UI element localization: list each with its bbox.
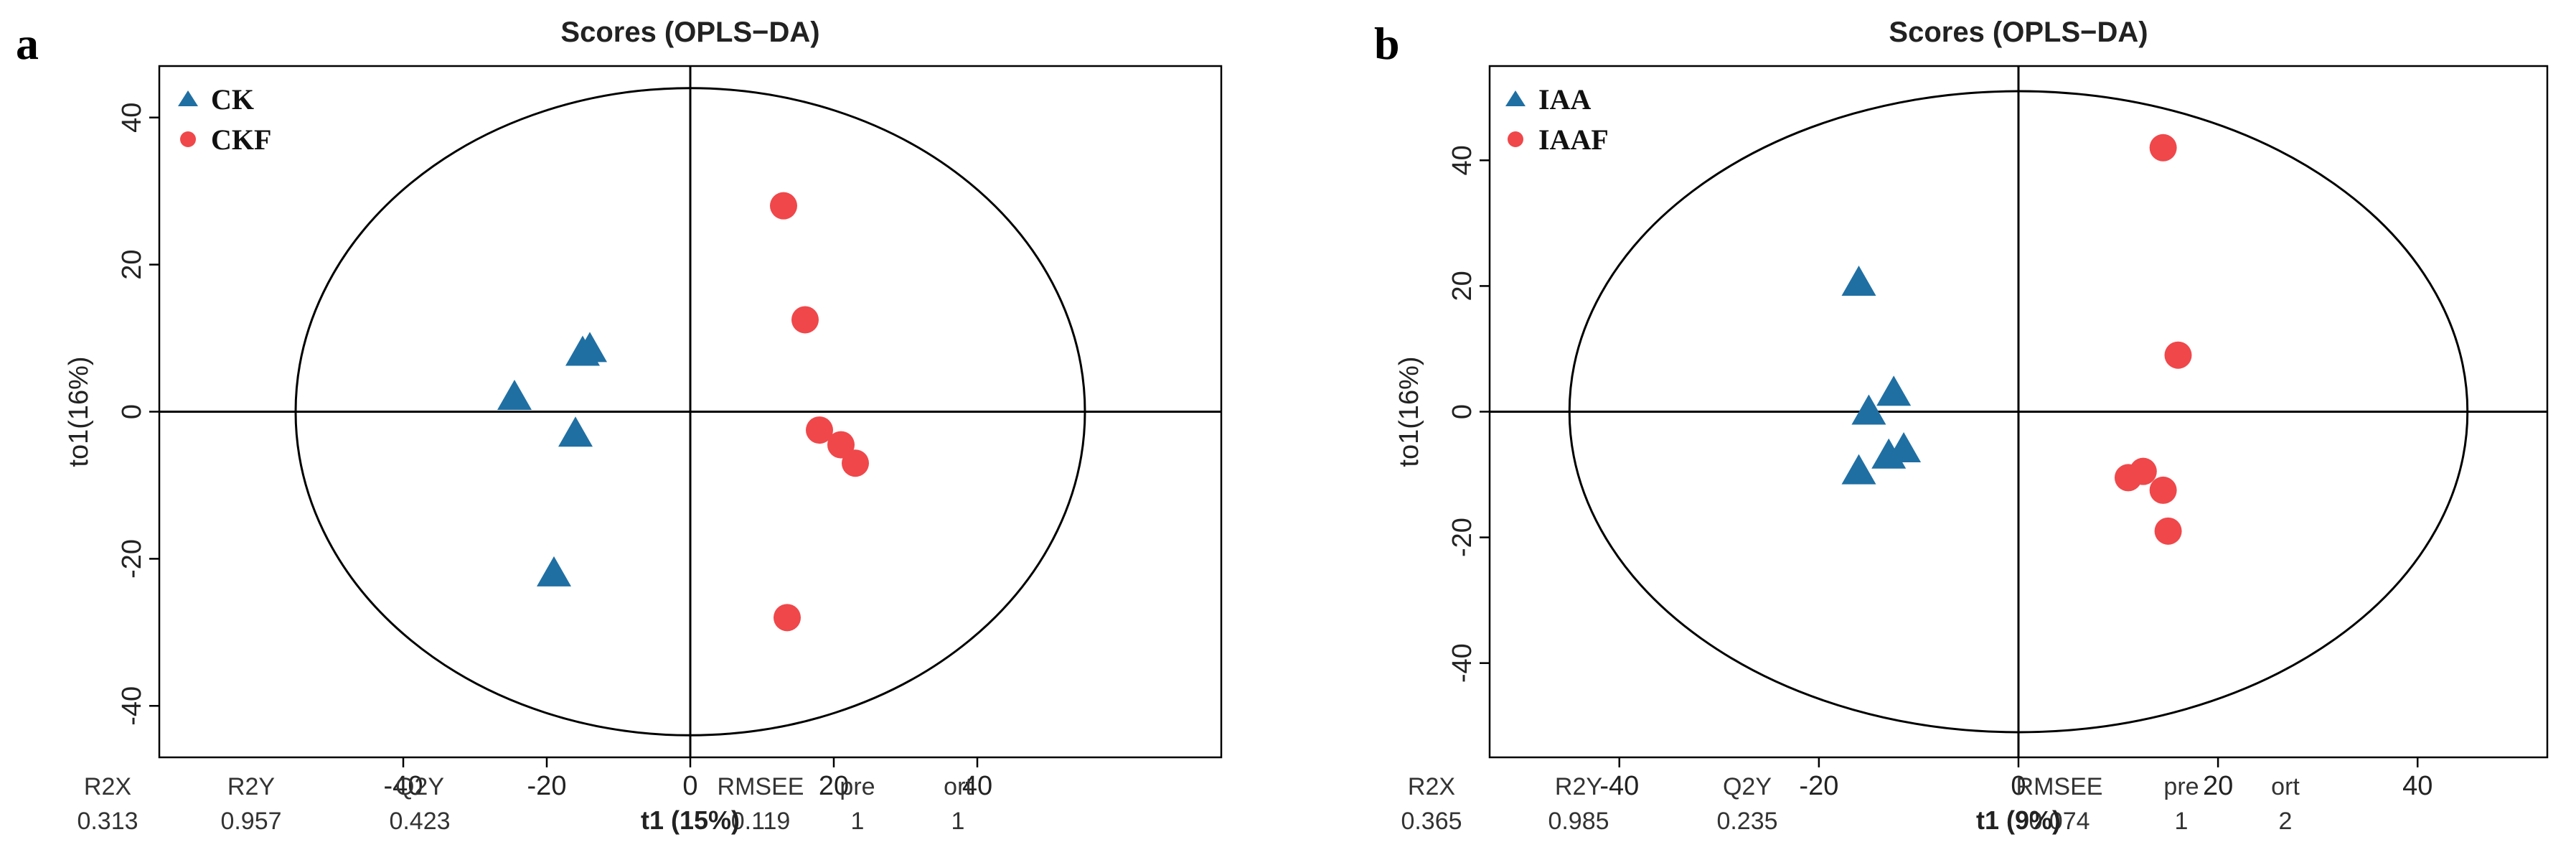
x-tick-label: -40 <box>384 771 423 801</box>
point-ck <box>558 416 593 447</box>
x-tick-label: -20 <box>527 771 567 801</box>
x-tick-label: -20 <box>1799 771 1838 801</box>
metric-value: 1 <box>851 808 865 835</box>
point-iaa <box>1851 394 1886 425</box>
metric-label: R2X <box>1408 773 1455 800</box>
point-ckf <box>774 604 801 632</box>
chart-title: Scores (OPLS−DA) <box>1889 17 2148 48</box>
metric-value: 0.985 <box>1548 808 1609 835</box>
legend-label-iaa: IAA <box>1538 83 1591 116</box>
x-tick-label: 20 <box>2203 771 2233 801</box>
legend-label-iaaf: IAAF <box>1538 123 1609 156</box>
point-ckf <box>806 416 833 444</box>
legend-marker-iaaf <box>1508 131 1523 147</box>
y-tick-label: -40 <box>117 686 147 726</box>
legend-label-ckf: CKF <box>211 123 271 156</box>
point-iaaf <box>2164 341 2192 369</box>
y-axis-label: to1(16%) <box>1394 356 1424 467</box>
y-tick-label: 0 <box>1447 404 1477 419</box>
chart-title: Scores (OPLS−DA) <box>560 17 819 48</box>
metric-value: 0.074 <box>2029 808 2090 835</box>
point-ckf <box>827 431 855 459</box>
y-tick-label: -40 <box>1447 643 1477 683</box>
legend-marker-ckf <box>180 131 196 147</box>
metric-label: ort <box>944 773 972 800</box>
panel-letter: a <box>16 18 39 69</box>
panel-a: a Scores (OPLS−DA) -40 -20 0 20 40 -40 -20 0 20 40 t… <box>16 17 1223 835</box>
y-tick-label: 40 <box>1447 145 1477 175</box>
x-tick-label: 20 <box>819 771 849 801</box>
point-iaaf <box>2129 457 2157 485</box>
x-tick-label: 0 <box>682 771 697 801</box>
point-iaaf <box>2149 134 2177 162</box>
panel-letter: b <box>1374 18 1400 69</box>
metric-label: R2Y <box>1555 773 1602 800</box>
x-tick-label: 0 <box>2011 771 2026 801</box>
metric-label: ort <box>2271 773 2300 800</box>
y-tick-label: 40 <box>117 103 147 133</box>
point-ckf <box>791 306 819 334</box>
metric-value: 2 <box>2279 808 2293 835</box>
point-iaa <box>1841 454 1876 485</box>
point-ck <box>573 332 607 363</box>
legend-marker-ck <box>178 90 198 106</box>
x-axis-label: t1 (9%) <box>1976 805 2061 835</box>
metric-label: R2X <box>84 773 131 800</box>
metric-label: RMSEE <box>2016 773 2103 800</box>
legend-marker-iaa <box>1505 90 1526 106</box>
x-tick-label: 40 <box>962 771 992 801</box>
metric-value: 0.957 <box>220 808 281 835</box>
point-ck <box>537 556 571 586</box>
metric-value: 0.423 <box>389 808 450 835</box>
point-iaa <box>1876 375 1912 406</box>
confidence-ellipse <box>1568 90 2469 734</box>
point-iaaf <box>2154 517 2182 545</box>
panel-b: b Scores (OPLS−DA) -40 -20 0 20 40 -40 -20 0 20 40 t… <box>1374 17 2549 835</box>
y-tick-label: -20 <box>1447 518 1477 557</box>
y-tick-label: 20 <box>1447 271 1477 301</box>
point-iaa <box>1886 432 1922 463</box>
metric-label: RMSEE <box>718 773 804 800</box>
metric-value: 1 <box>951 808 965 835</box>
point-ckf <box>842 449 869 477</box>
metric-label: pre <box>840 773 875 800</box>
y-tick-label: -20 <box>117 539 147 579</box>
y-tick-label: 0 <box>117 404 147 419</box>
y-axis-label: to1(16%) <box>64 356 94 467</box>
metric-value: 0.365 <box>1401 808 1462 835</box>
metric-label: R2Y <box>227 773 275 800</box>
point-ck <box>497 380 532 411</box>
x-tick-label: 40 <box>2402 771 2432 801</box>
x-tick-label: -40 <box>1599 771 1639 801</box>
metric-label: Q2Y <box>395 773 444 800</box>
metric-value: 1 <box>2175 808 2189 835</box>
metric-value: 0.313 <box>77 808 138 835</box>
metric-value: 0.235 <box>1716 808 1777 835</box>
point-ckf <box>770 192 797 220</box>
metric-label: pre <box>2163 773 2199 800</box>
point-iaaf <box>2149 476 2177 504</box>
legend-label-ck: CK <box>211 83 254 116</box>
metric-label: Q2Y <box>1723 773 1772 800</box>
x-axis-label: t1 (15%) <box>641 805 740 835</box>
metric-value: 0.119 <box>731 808 791 835</box>
point-iaa <box>1841 266 1876 296</box>
confidence-ellipse <box>294 87 1086 737</box>
y-tick-label: 20 <box>117 249 147 279</box>
